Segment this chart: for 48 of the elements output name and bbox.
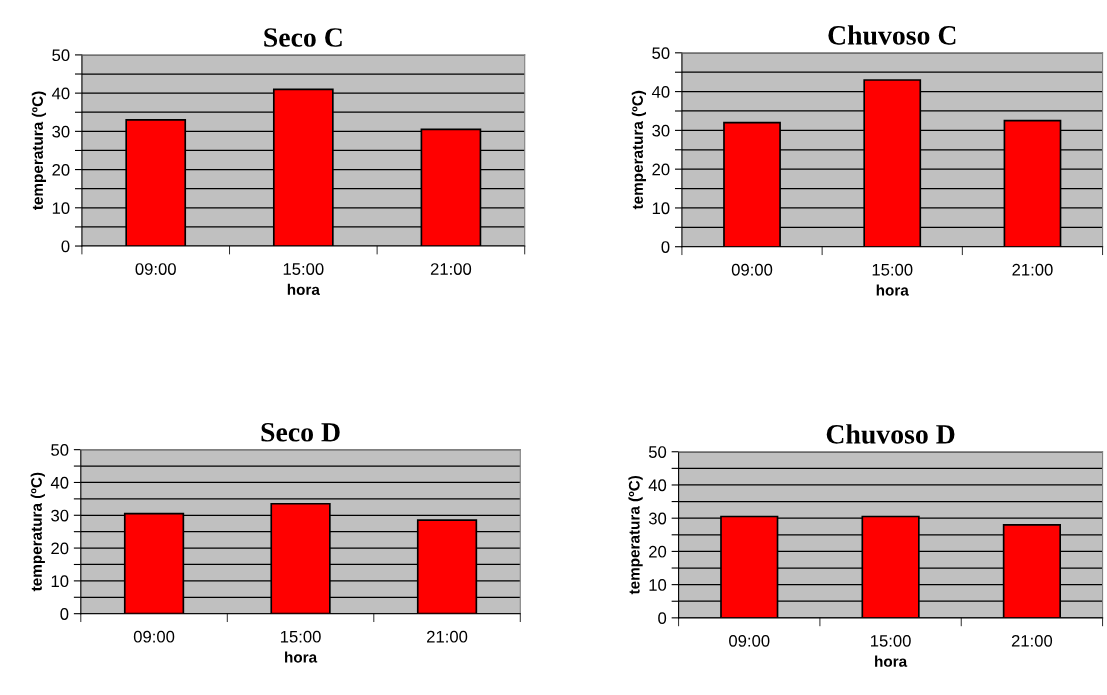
y-tick-label: 50 — [52, 49, 70, 62]
y-tick-label: 30 — [52, 125, 70, 138]
y-tick-label: 0 — [61, 240, 70, 253]
x-axis-title: hora — [287, 283, 320, 296]
chart-title: Seco D — [261, 422, 340, 442]
x-tick-label: 09:00 — [729, 634, 770, 647]
y-axis-title: temperatura (ºC) — [628, 475, 643, 595]
x-tick-label: 21:00 — [1012, 263, 1053, 276]
y-tick-label: 30 — [648, 512, 667, 525]
x-tick-label: 21:00 — [1011, 634, 1053, 647]
y-tick-label: 50 — [652, 47, 670, 60]
y-tick-label: 50 — [51, 444, 69, 456]
y-tick-label: 40 — [651, 86, 670, 98]
x-axis-title: hora — [285, 651, 318, 663]
y-tick-label: 30 — [652, 124, 670, 137]
y-tick-label: 20 — [652, 163, 670, 176]
x-axis-title: hora — [875, 655, 908, 667]
y-axis-title: temperatura (ºC) — [30, 472, 45, 592]
chart-title: Seco C — [264, 28, 342, 47]
x-tick-label: 21:00 — [430, 263, 472, 275]
y-tick-label: 20 — [52, 163, 70, 176]
chart-title: Chuvoso C — [828, 25, 956, 45]
y-tick-label: 40 — [51, 87, 70, 100]
chart-title: Chuvoso D — [826, 424, 955, 444]
x-tick-label: 09:00 — [133, 630, 175, 643]
y-tick-label: 20 — [649, 545, 667, 558]
x-tick-label: 09:00 — [135, 263, 176, 275]
x-axis-title: hora — [876, 284, 909, 296]
y-tick-label: 30 — [51, 509, 69, 522]
y-tick-label: 10 — [52, 202, 70, 215]
y-tick-label: 10 — [652, 202, 670, 215]
y-tick-label: 40 — [648, 479, 667, 492]
y-tick-label: 0 — [661, 241, 670, 253]
x-tick-label: 15:00 — [871, 634, 911, 647]
y-tick-label: 40 — [50, 476, 69, 489]
x-tick-label: 15:00 — [872, 263, 913, 276]
x-tick-label: 21:00 — [427, 630, 468, 643]
y-tick-label: 10 — [649, 579, 667, 591]
x-tick-label: 15:00 — [280, 630, 321, 643]
x-tick-label: 15:00 — [283, 263, 324, 275]
y-tick-label: 50 — [648, 446, 667, 458]
y-tick-label: 10 — [51, 575, 69, 588]
y-tick-label: 0 — [60, 608, 69, 620]
y-axis-title: temperatura (ºC) — [31, 91, 47, 210]
y-axis-title: temperatura (ºC) — [631, 90, 647, 210]
x-tick-label: 09:00 — [731, 263, 773, 276]
y-tick-label: 20 — [51, 542, 69, 555]
y-tick-label: 0 — [658, 612, 667, 625]
